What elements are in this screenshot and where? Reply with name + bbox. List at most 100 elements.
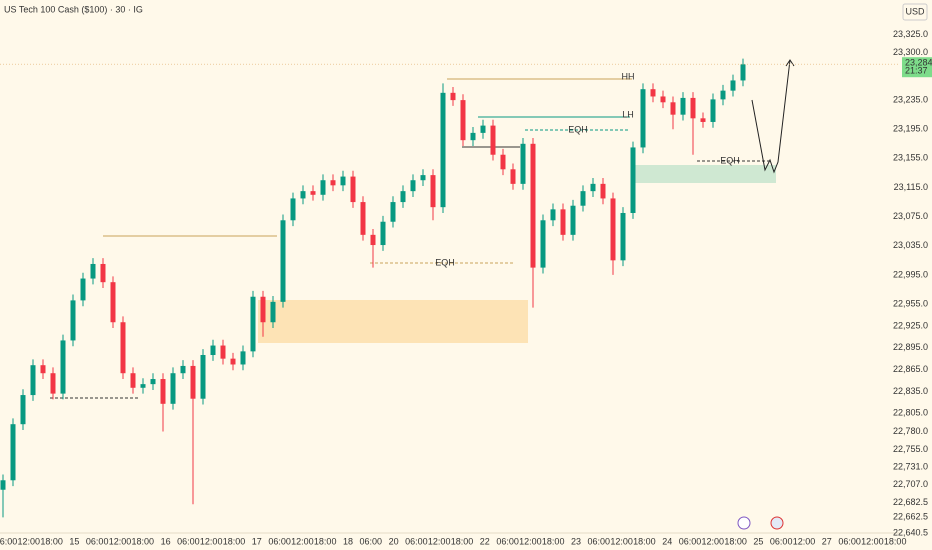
candle-body	[310, 191, 316, 195]
candle-body	[330, 180, 336, 186]
candle-body	[440, 92, 446, 208]
candle-body	[430, 175, 436, 208]
candle-body	[530, 143, 536, 268]
last-price-badge	[902, 57, 932, 78]
x-tick-label: 18:00	[314, 536, 337, 546]
currency-box[interactable]	[902, 3, 928, 21]
candle-body	[200, 355, 206, 399]
candle-body	[190, 365, 196, 399]
x-tick-label: 16	[161, 536, 171, 546]
annotation: EQH	[568, 124, 588, 134]
candle-body	[420, 175, 426, 181]
x-tick-label: 24	[662, 536, 672, 546]
x-tick-label: 25	[753, 536, 763, 546]
y-tick-label: 23,155.0	[893, 153, 928, 163]
x-tick-label: 06:00	[177, 536, 200, 546]
candles	[0, 58, 746, 518]
annotation: HH	[622, 71, 635, 81]
y-tick-label: 22,640.5	[893, 527, 928, 537]
candle-body	[290, 198, 296, 221]
candle-body	[240, 351, 246, 365]
x-tick-label: 06:00	[838, 536, 861, 546]
y-tick-label: 23,075.0	[893, 211, 928, 221]
x-tick-label: 12:00	[109, 536, 132, 546]
x-tick-label: 23	[571, 536, 581, 546]
candle-body	[540, 220, 546, 268]
x-tick-label: 12:00	[428, 536, 451, 546]
candle-body	[500, 154, 506, 170]
candle-body	[250, 296, 256, 352]
candle-body	[0, 480, 6, 490]
x-tick-label: 06:00	[405, 536, 428, 546]
x-tick-label: 12:00	[861, 536, 884, 546]
x-tick-label: 12:00	[291, 536, 314, 546]
candle-body	[730, 80, 736, 91]
candle-body	[80, 278, 86, 301]
x-tick-label: 18:00	[542, 536, 565, 546]
candle-body	[270, 301, 276, 323]
x-tick-label: 12:00	[793, 536, 816, 546]
y-tick-label: 22,955.0	[893, 298, 928, 308]
candle-body	[450, 92, 456, 101]
y-tick-label: 22,662.5	[893, 511, 928, 521]
candle-body	[50, 373, 56, 394]
candle-body	[90, 263, 96, 279]
annotation: LH	[622, 109, 634, 119]
annotation: EQH	[435, 257, 455, 267]
x-tick-label: 22	[480, 536, 490, 546]
candle-body	[460, 100, 466, 141]
candle-body	[630, 147, 636, 213]
x-tick-label: 15	[69, 536, 79, 546]
candle-body	[70, 300, 76, 341]
x-tick-label: 12:00	[610, 536, 633, 546]
candle-body	[600, 183, 606, 199]
y-tick-label: 22,682.5	[893, 497, 928, 507]
x-tick-label: 12:00	[18, 536, 41, 546]
candle-body	[40, 365, 46, 374]
candle-body	[340, 176, 346, 186]
y-tick-label: 23,235.0	[893, 94, 928, 104]
candle-body	[720, 90, 726, 100]
chart-title: US Tech 100 Cash ($100) · 30 · IG	[4, 4, 143, 14]
y-tick-label: 22,925.0	[893, 320, 928, 330]
candle-body	[20, 395, 26, 425]
x-tick-label: 18:00	[884, 536, 907, 546]
x-tick-label: 17	[252, 536, 262, 546]
y-tick-label: 22,707.0	[893, 479, 928, 489]
candle-body	[560, 209, 566, 235]
candle-body	[110, 282, 116, 323]
candle-body	[220, 345, 226, 359]
price-axis	[900, 0, 932, 550]
x-tick-label: 18:00	[633, 536, 656, 546]
candle-body	[400, 191, 406, 203]
x-tick-label: 12:00	[702, 536, 725, 546]
candle-body	[620, 212, 626, 261]
x-tick-label: 06:00	[0, 536, 17, 546]
candle-body	[510, 169, 516, 184]
demand-zone	[258, 300, 528, 343]
candle-body	[60, 340, 66, 394]
candle-body	[210, 345, 216, 356]
x-tick-label: 06:00	[86, 536, 109, 546]
projection-path	[751, 59, 791, 174]
candle-body	[670, 102, 676, 115]
candle-body	[700, 118, 706, 122]
y-tick-label: 23,115.0	[894, 182, 928, 192]
event-icon[interactable]	[737, 516, 751, 530]
candle-body	[660, 96, 666, 103]
y-tick-label: 22,865.0	[893, 364, 928, 374]
y-tick-label: 22,780.0	[893, 426, 928, 436]
candle-body	[680, 97, 686, 115]
candle-body	[690, 97, 696, 119]
x-tick-label: 06:00	[496, 536, 519, 546]
event-icon[interactable]	[770, 516, 784, 530]
candle-body	[490, 125, 496, 155]
x-tick-label: 12:00	[200, 536, 223, 546]
x-tick-label: 18:00	[132, 536, 155, 546]
candle-body	[590, 183, 596, 192]
candle-body	[650, 89, 656, 97]
candle-body	[640, 89, 646, 148]
x-tick-label: 18:00	[451, 536, 474, 546]
candle-body	[370, 234, 376, 246]
